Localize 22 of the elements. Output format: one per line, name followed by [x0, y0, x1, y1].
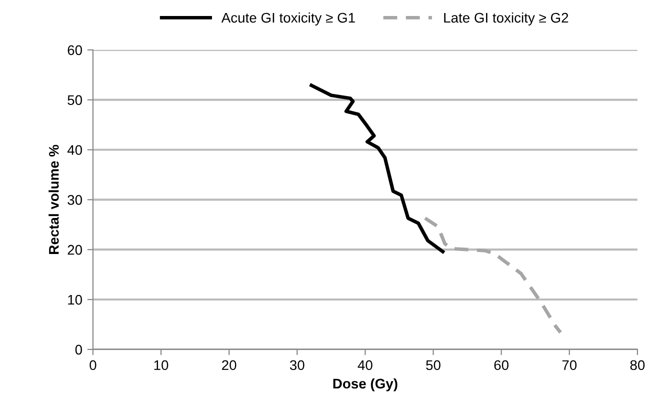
legend-label: Late GI toxicity ≥ G2 [444, 12, 568, 26]
line-series [423, 216, 562, 334]
line-series [310, 84, 445, 254]
y-tick-label: 20 [68, 244, 82, 255]
x-tick-label: 70 [562, 360, 577, 370]
x-tick-label: 50 [426, 360, 440, 370]
x-tick-label: 30 [290, 360, 304, 370]
x-tick-label: 10 [154, 360, 168, 370]
x-tick-label: 0 [90, 360, 96, 370]
y-axis-title: Rectal volume % [48, 144, 59, 254]
y-tick-label: 30 [68, 195, 82, 205]
x-tick-label: 40 [358, 360, 372, 370]
x-axis-title: Dose (Gy) [333, 378, 398, 392]
y-tick-label: 50 [68, 95, 82, 106]
x-tick-label: 80 [630, 360, 645, 370]
legend-label: Acute GI toxicity ≥ G1 [221, 12, 355, 26]
y-tick-label: 40 [67, 145, 82, 155]
y-tick-label: 0 [75, 344, 82, 355]
x-tick-label: 60 [494, 360, 508, 370]
y-tick-label: 60 [68, 45, 82, 56]
x-tick-label: 20 [222, 360, 236, 370]
y-tick-label: 10 [68, 294, 82, 305]
